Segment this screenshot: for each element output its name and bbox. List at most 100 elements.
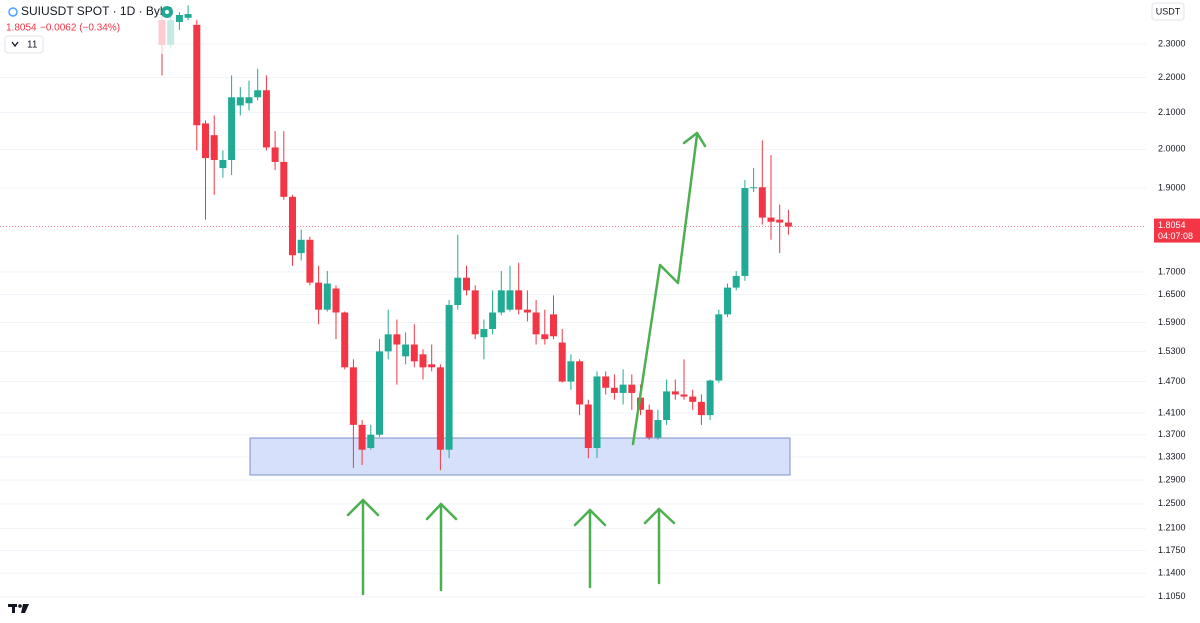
candle-body (697, 401, 705, 416)
candle-body (436, 367, 444, 450)
y-tick-label: 1.6500 (1158, 289, 1186, 299)
candle-body (784, 222, 792, 227)
candle-body (376, 351, 383, 435)
candle-body (741, 188, 749, 276)
countdown: 04:07:08 (1158, 231, 1193, 241)
arrow-head (643, 507, 676, 525)
candle-body (306, 239, 314, 283)
candle-body (245, 97, 253, 104)
price-axis (1146, 0, 1200, 618)
y-tick-label: 1.3300 (1158, 451, 1186, 461)
candle-body (271, 147, 279, 162)
candle-body (349, 367, 357, 425)
candle-body (228, 97, 236, 160)
indicator-toggle[interactable] (4, 35, 44, 54)
candle-body (610, 387, 618, 393)
candle-body (454, 277, 462, 306)
y-tick-label: 1.4100 (1158, 407, 1186, 417)
candle-body (358, 424, 366, 450)
candle-body (584, 404, 592, 449)
y-tick-label: 1.2900 (1158, 474, 1186, 484)
candle-body (506, 290, 514, 310)
candle-body (219, 159, 227, 169)
candle-body (715, 314, 723, 381)
arrow-head (425, 502, 458, 521)
candle-body (619, 384, 627, 393)
indicator-count: 11 (27, 40, 38, 51)
candles (0, 5, 1146, 471)
candle-body (576, 361, 584, 405)
candle-body (480, 329, 488, 338)
y-tick-label: 1.1400 (1158, 568, 1186, 578)
candle-body (367, 434, 375, 449)
status-dot-core (165, 10, 169, 14)
symbol: SUIUSDT SPOT · 1D · Bybit (21, 4, 173, 18)
price-axis-labels: 2.3000 2.2000 2.1000 2.0000 1.9000 1.7000 1.65… (1158, 38, 1186, 601)
candle-body (384, 334, 392, 352)
candle-body (315, 282, 323, 310)
candle-body (523, 309, 531, 313)
candle-body (254, 90, 262, 98)
candle-body (567, 361, 575, 382)
arrow-head (682, 131, 707, 148)
candle-body (689, 396, 697, 402)
y-tick-label: 2.1000 (1158, 107, 1186, 117)
candle-body (184, 14, 192, 18)
candle-body (515, 290, 523, 310)
candle-body (193, 24, 201, 126)
candle-body (341, 312, 349, 368)
candle-body (767, 217, 775, 222)
currency: USDT (1156, 6, 1181, 16)
logo-part (18, 604, 22, 608)
y-tick-label: 2.3000 (1158, 38, 1186, 48)
legend-price: 1.8054 (6, 23, 37, 34)
candle-body (593, 376, 601, 449)
candle-body (202, 123, 209, 159)
candle-body (680, 394, 688, 397)
candle-body (393, 334, 401, 345)
y-tick-label: 2.0000 (1158, 144, 1186, 154)
candle-body (262, 90, 270, 148)
candle-body (602, 376, 610, 388)
candle-body (724, 287, 731, 315)
candle-body (776, 219, 784, 223)
candle-body (489, 312, 497, 330)
y-tick-label: 1.1050 (1158, 591, 1186, 601)
support-zone (249, 437, 791, 476)
candle-body (210, 135, 218, 160)
candle-body (280, 161, 288, 197)
candle-body (175, 14, 183, 22)
candle-body (706, 380, 714, 416)
candle-body (663, 391, 671, 420)
candle-body (410, 344, 418, 362)
candle-body (445, 305, 453, 450)
candle-body (541, 334, 549, 340)
y-tick-label: 1.2100 (1158, 523, 1186, 533)
logo-part (21, 604, 29, 613)
y-tick-label: 1.9000 (1158, 182, 1186, 192)
candle-body (628, 384, 636, 393)
candle-body (532, 312, 540, 335)
candle-body (236, 97, 244, 106)
candle-body (289, 196, 296, 256)
candle-body (645, 409, 653, 438)
candle-body (558, 342, 566, 382)
arrow-head (346, 498, 380, 517)
y-tick-label: 1.1750 (1158, 545, 1186, 555)
candle-body (750, 187, 758, 189)
last-price-tag (1154, 218, 1200, 243)
candle-body (471, 290, 479, 335)
y-tick-label: 1.5900 (1158, 317, 1186, 327)
candle-body (497, 290, 505, 313)
y-tick-label: 1.2500 (1158, 498, 1186, 508)
projection-arrow (631, 133, 699, 446)
y-tick-label: 1.3700 (1158, 429, 1186, 439)
symbol-icon (8, 7, 18, 17)
currency-box[interactable] (1151, 2, 1185, 21)
arrow-head (573, 508, 607, 527)
logo-part (12, 604, 15, 613)
candle-body (654, 419, 662, 438)
candle-body (419, 354, 427, 368)
